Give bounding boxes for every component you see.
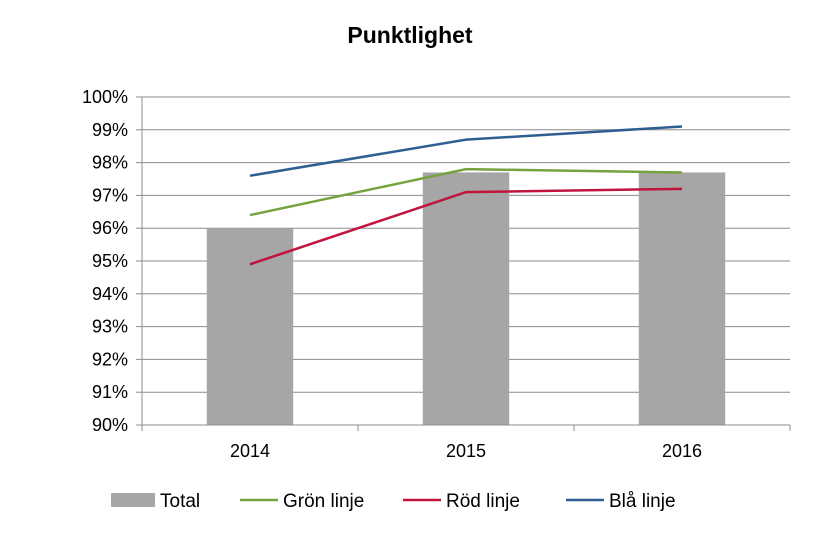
legend-label: Total (160, 491, 200, 512)
y-tick-label: 90% (92, 415, 128, 435)
y-tick-label: 96% (92, 218, 128, 238)
y-tick-label: 98% (92, 153, 128, 173)
legend-label: Grön linje (283, 491, 364, 512)
x-tick-label: 2016 (662, 441, 702, 461)
x-tick-label: 2015 (446, 441, 486, 461)
legend: Total Grön linje Röd linje Blå linje (111, 491, 676, 512)
bar-2014 (206, 228, 294, 425)
y-tick-label: 92% (92, 349, 128, 369)
y-tick-label: 97% (92, 185, 128, 205)
y-tick-label: 100% (82, 87, 128, 107)
chart-title: Punktlighet (347, 22, 473, 48)
line-grön-linje (249, 167, 683, 217)
bar-series (206, 172, 726, 425)
y-tick-label: 99% (92, 120, 128, 140)
y-tick-label: 93% (92, 317, 128, 337)
legend-label: Röd linje (446, 491, 520, 512)
y-tick-label: 95% (92, 251, 128, 271)
y-axis-tick-labels: 90% 91% 92% 93% 94% 95% 96% 97% 98% 99% 100% (82, 87, 128, 435)
line-series (249, 125, 683, 266)
y-tick-label: 94% (92, 284, 128, 304)
y-tick-label: 91% (92, 382, 128, 402)
x-tick-label: 2014 (230, 441, 270, 461)
bar-2016 (638, 172, 726, 425)
legend-swatch-total (111, 493, 155, 507)
axes (136, 96, 791, 431)
line-blå-linje (249, 125, 683, 177)
legend-label: Blå linje (609, 491, 676, 512)
x-axis-tick-labels: 2014 2015 2016 (230, 441, 702, 461)
line-röd-linje (249, 187, 683, 266)
bar-2015 (422, 172, 510, 425)
